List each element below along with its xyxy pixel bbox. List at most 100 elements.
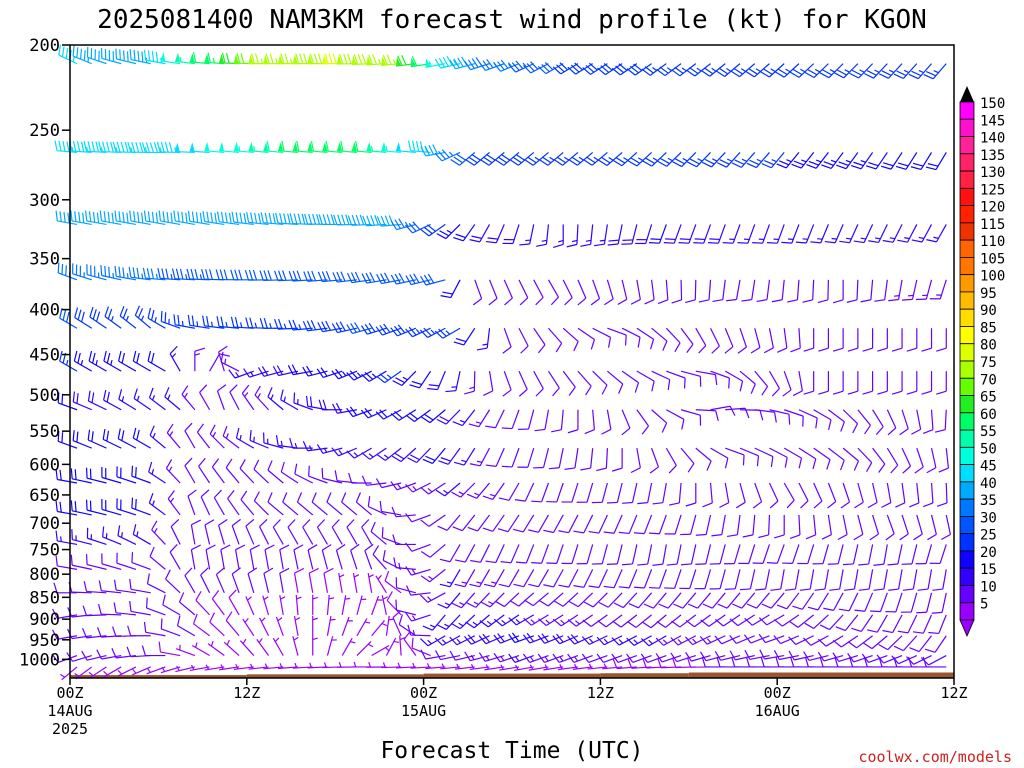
- colorbar-swatch: [959, 360, 975, 379]
- wind-barb: [827, 482, 837, 509]
- wind-barb: [390, 218, 417, 231]
- y-axis: 200 250 300 350 400 450 500 550 600 650 700 750 800 8…: [19, 36, 70, 670]
- wind-barb: [651, 327, 668, 351]
- wind-barb: [695, 409, 719, 422]
- wind-barb: [375, 478, 402, 489]
- wind-barb: [651, 370, 671, 391]
- wind-barb: [657, 657, 682, 669]
- wind-barb: [627, 151, 653, 167]
- wind-barb: [399, 635, 406, 656]
- wind-barb: [916, 592, 933, 614]
- wind-barb: [420, 514, 446, 527]
- wind-barb: [453, 447, 476, 466]
- wind-barb: [840, 482, 851, 509]
- wind-barb: [537, 62, 564, 75]
- wind-barb: [352, 573, 360, 593]
- wind-barb: [367, 496, 387, 516]
- wind-barb: [165, 459, 181, 484]
- wind-barb: [346, 447, 372, 459]
- wind-barb: [912, 614, 933, 634]
- colorbar-swatch: [959, 343, 975, 362]
- wind-barb: [929, 279, 947, 300]
- wind-barb: [55, 210, 78, 226]
- wind-barb: [336, 140, 357, 154]
- wind-barb: [111, 648, 137, 659]
- wind-barb: [908, 63, 932, 80]
- wind-barb: [743, 634, 770, 644]
- wind-barb: [100, 265, 122, 281]
- wind-barb: [272, 519, 284, 545]
- wind-barb: [86, 527, 107, 546]
- wind-barb: [483, 569, 505, 588]
- wind-barb: [813, 447, 831, 470]
- wind-barb: [381, 527, 402, 545]
- wind-barb: [478, 58, 505, 72]
- wind-barb: [184, 567, 196, 594]
- wind-barb: [501, 409, 520, 430]
- wind-barb: [839, 224, 859, 244]
- wind-barb: [522, 632, 549, 644]
- wind-barb: [860, 279, 874, 303]
- wind-barb: [671, 279, 683, 304]
- wind-barb: [295, 594, 302, 615]
- colorbar-swatch: [959, 274, 975, 293]
- wind-barb: [622, 544, 638, 566]
- wind-barb: [482, 482, 505, 500]
- wind-barb: [862, 371, 874, 395]
- wind-barb: [85, 554, 107, 570]
- wind-barb: [886, 447, 899, 474]
- wind-barb: [528, 664, 549, 671]
- wind-barb: [59, 307, 78, 329]
- wind-barb: [74, 666, 93, 680]
- wind-barb: [73, 350, 93, 372]
- wind-barb: [148, 492, 166, 516]
- wind-barb: [87, 429, 107, 449]
- wind-barb: [588, 569, 608, 589]
- wind-barb: [482, 514, 505, 532]
- wind-barb: [744, 649, 770, 661]
- y-tick-label: 300: [29, 191, 60, 211]
- wind-barb: [246, 212, 269, 226]
- wind-barb: [854, 592, 874, 612]
- surface-block: [600, 673, 689, 678]
- y-tick-label: 250: [29, 121, 60, 141]
- wind-barb: [577, 370, 592, 396]
- wind-barb: [680, 447, 695, 473]
- wind-barb: [500, 544, 520, 564]
- wind-barb: [805, 514, 817, 540]
- wind-barb: [738, 544, 756, 565]
- wind-barb: [420, 568, 446, 583]
- wind-barb: [361, 519, 373, 545]
- wind-barb: [405, 221, 431, 234]
- wind-barb: [267, 460, 284, 484]
- wind-barb: [673, 592, 697, 609]
- colorbar-swatch: [959, 481, 975, 500]
- wind-barb: [666, 409, 685, 430]
- wind-barb: [607, 327, 627, 346]
- wind-barb: [385, 615, 394, 636]
- wind-barb: [897, 614, 918, 634]
- wind-barb: [316, 519, 328, 545]
- wind-barb: [501, 447, 520, 468]
- wind-barb: [190, 544, 201, 570]
- wind-barb: [312, 635, 318, 656]
- wind-barb: [543, 569, 564, 588]
- wind-barb: [533, 370, 544, 397]
- colorbar-swatch: [959, 170, 975, 189]
- wind-barb: [434, 650, 461, 661]
- colorbar-swatch: [959, 239, 975, 258]
- wind-barb: [914, 447, 924, 474]
- wind-barb: [901, 544, 918, 565]
- wind-barb: [466, 482, 490, 499]
- wind-barb: [832, 652, 859, 663]
- wind-barb: [902, 279, 918, 301]
- wind-barb: [249, 430, 269, 449]
- colorbar-swatch: [959, 205, 975, 224]
- wind-barb: [685, 63, 711, 77]
- wind-barb: [901, 447, 912, 474]
- wind-barb: [317, 320, 343, 333]
- surface-terrain: [70, 672, 954, 678]
- wind-barb: [392, 534, 416, 546]
- colorbar-label: 10: [980, 579, 997, 595]
- wind-barb: [207, 641, 225, 657]
